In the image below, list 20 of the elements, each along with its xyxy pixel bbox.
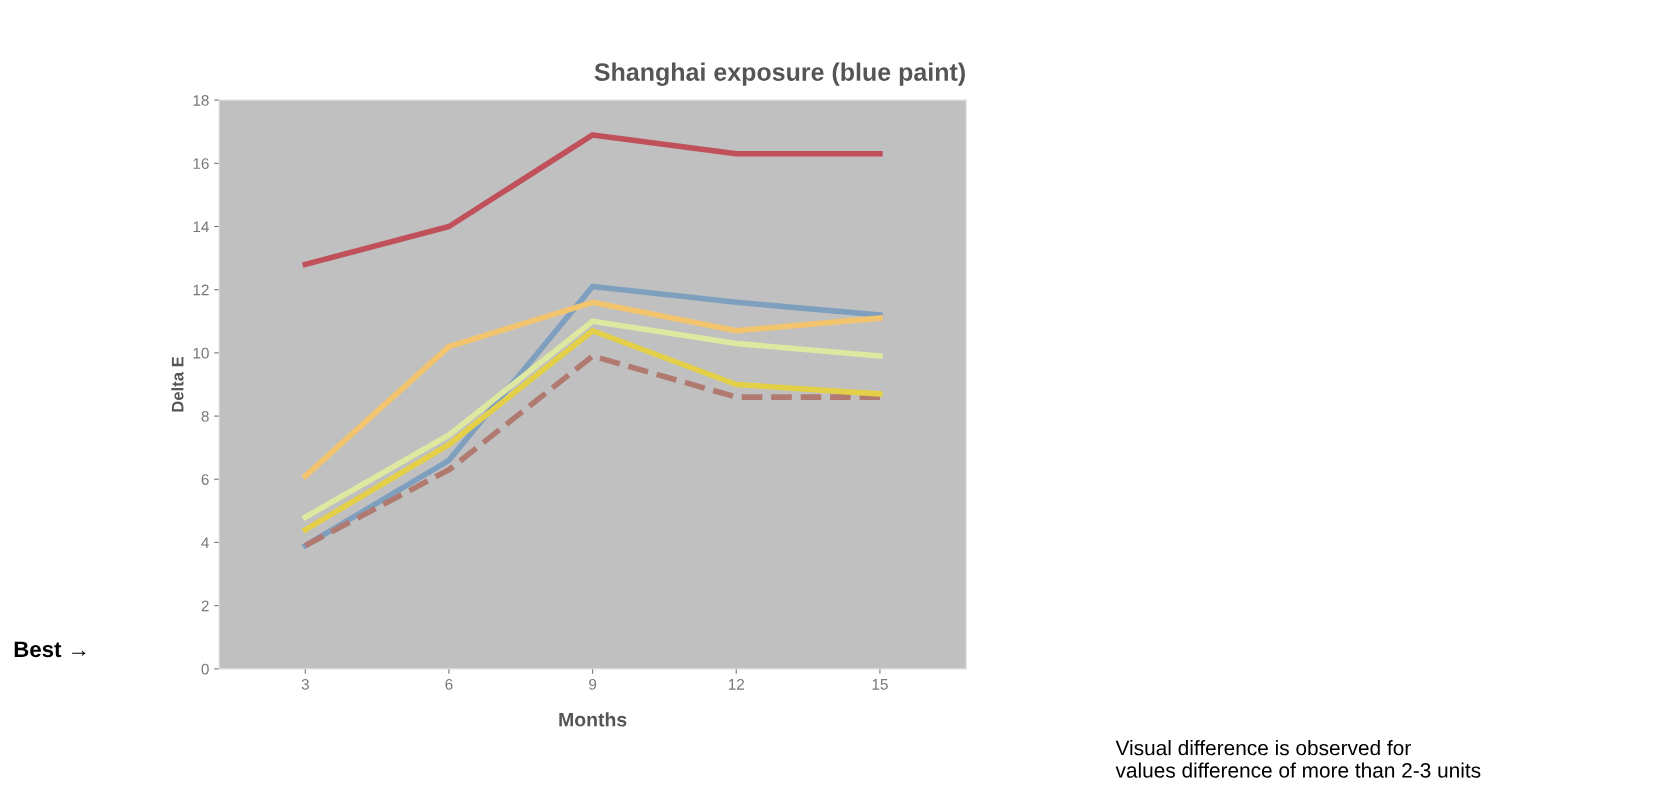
x-tick-label: 6 (445, 678, 453, 690)
x-tick-label: 9 (589, 678, 597, 690)
y-tick-label: 14 (193, 221, 209, 233)
chart-title: Shanghai exposure (blue paint) (594, 62, 965, 86)
text: Visual difference is observed for values difference of more than 2-3 units (1115, 740, 1481, 778)
y-axis-title: Delta E (171, 356, 184, 412)
y-tick-label: 2 (201, 600, 209, 612)
x-tick-label: 15 (872, 679, 888, 690)
y-tick-label: 12 (193, 284, 209, 296)
y-tick-label: 10 (193, 347, 209, 359)
y-tick-label: 18 (193, 94, 209, 106)
y-tick-label: 16 (193, 158, 209, 169)
y-tick-label: 6 (201, 474, 209, 485)
y-tick-label: 4 (201, 537, 209, 548)
y-tick-label: 0 (201, 663, 209, 675)
x-tick-label: 3 (301, 678, 309, 690)
x-axis-title: Months (559, 712, 627, 727)
y-tick-label: 8 (201, 410, 209, 422)
x-tick-label: 12 (728, 678, 744, 690)
text: Best → (14, 641, 86, 658)
